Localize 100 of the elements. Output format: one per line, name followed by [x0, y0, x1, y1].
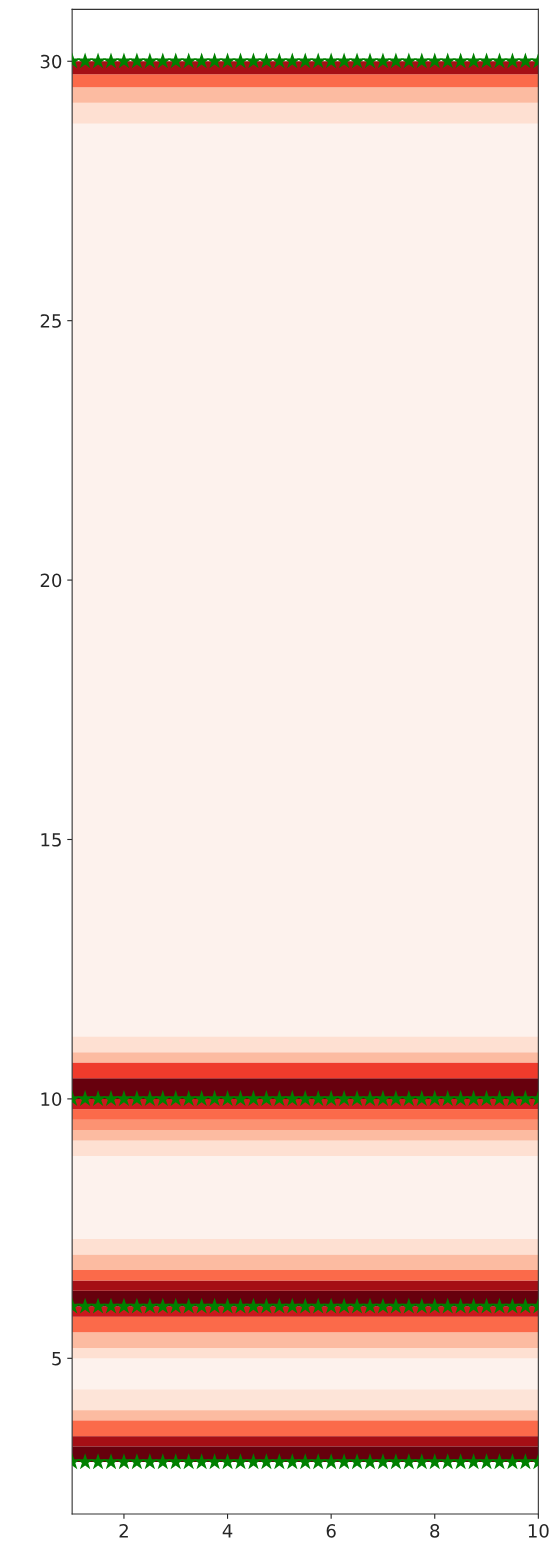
point — [426, 1090, 444, 1107]
point — [180, 1090, 198, 1107]
point — [400, 1453, 418, 1470]
point — [517, 1090, 534, 1107]
point — [361, 1297, 379, 1314]
point — [452, 1297, 469, 1314]
point — [167, 1453, 185, 1470]
y-tick-label: 15 — [41, 833, 61, 847]
point — [452, 52, 469, 69]
y-tick-label: 25 — [40, 314, 61, 328]
point — [232, 52, 249, 69]
point — [206, 1090, 223, 1107]
point — [128, 1297, 146, 1314]
point — [413, 1453, 431, 1470]
point — [387, 52, 405, 69]
point — [322, 1297, 340, 1314]
point — [413, 1090, 431, 1107]
point — [452, 1453, 469, 1470]
point — [439, 52, 457, 69]
point — [232, 1090, 249, 1107]
point — [478, 52, 495, 69]
point — [361, 1453, 379, 1470]
point — [219, 52, 236, 69]
point — [193, 1453, 210, 1470]
point — [258, 1090, 275, 1107]
point — [348, 1453, 366, 1470]
point — [491, 1297, 508, 1314]
point — [76, 1297, 94, 1314]
point — [258, 1453, 275, 1470]
point — [115, 1453, 133, 1470]
point — [465, 1297, 482, 1314]
point — [102, 1297, 120, 1314]
point — [465, 52, 482, 69]
point — [322, 52, 340, 69]
point — [258, 52, 275, 69]
point — [452, 1090, 469, 1107]
point — [245, 1297, 262, 1314]
point — [387, 1090, 405, 1107]
point — [76, 1090, 94, 1107]
point — [245, 1090, 262, 1107]
point — [348, 52, 366, 69]
point — [180, 1297, 198, 1314]
point — [413, 1297, 431, 1314]
point — [245, 1453, 262, 1470]
point — [167, 1297, 185, 1314]
point — [491, 52, 508, 69]
point — [89, 1453, 107, 1470]
point — [296, 52, 314, 69]
point — [309, 52, 327, 69]
point — [232, 1453, 249, 1470]
x-tick-label: 8 — [430, 1523, 440, 1538]
point — [439, 1090, 457, 1107]
point — [115, 1297, 133, 1314]
point — [335, 1297, 353, 1314]
point — [219, 1297, 236, 1314]
x-tick-label: 6 — [326, 1523, 336, 1538]
point — [115, 1090, 133, 1107]
point — [180, 1453, 198, 1470]
point — [504, 1297, 521, 1314]
point — [361, 52, 379, 69]
point — [102, 1090, 120, 1107]
point — [504, 1453, 521, 1470]
point — [387, 1297, 405, 1314]
point — [478, 1453, 495, 1470]
point — [271, 1297, 288, 1314]
point — [348, 1090, 366, 1107]
point — [309, 1090, 327, 1107]
point — [348, 1297, 366, 1314]
point — [465, 1453, 482, 1470]
point — [504, 1090, 521, 1107]
point — [517, 52, 534, 69]
point — [167, 52, 185, 69]
point — [426, 52, 444, 69]
point — [141, 1453, 159, 1470]
point — [271, 1453, 288, 1470]
point — [271, 52, 288, 69]
point — [296, 1090, 314, 1107]
point — [102, 52, 120, 69]
point — [128, 1453, 146, 1470]
point — [400, 1090, 418, 1107]
point — [426, 1297, 444, 1314]
point — [141, 1090, 159, 1107]
point — [283, 52, 301, 69]
point — [335, 52, 353, 69]
point — [465, 1090, 482, 1107]
point — [296, 1297, 314, 1314]
point — [517, 1453, 534, 1470]
point — [219, 1090, 236, 1107]
y-tick-label: 20 — [40, 573, 62, 588]
point — [128, 52, 146, 69]
point — [76, 1453, 94, 1470]
point — [206, 52, 223, 69]
y-tick-label: 10 — [41, 1092, 62, 1107]
point — [309, 1453, 327, 1470]
point — [232, 1297, 249, 1314]
point — [258, 1297, 275, 1314]
point — [89, 1090, 107, 1107]
point — [296, 1453, 314, 1470]
point — [335, 1090, 353, 1107]
point — [141, 1297, 159, 1314]
